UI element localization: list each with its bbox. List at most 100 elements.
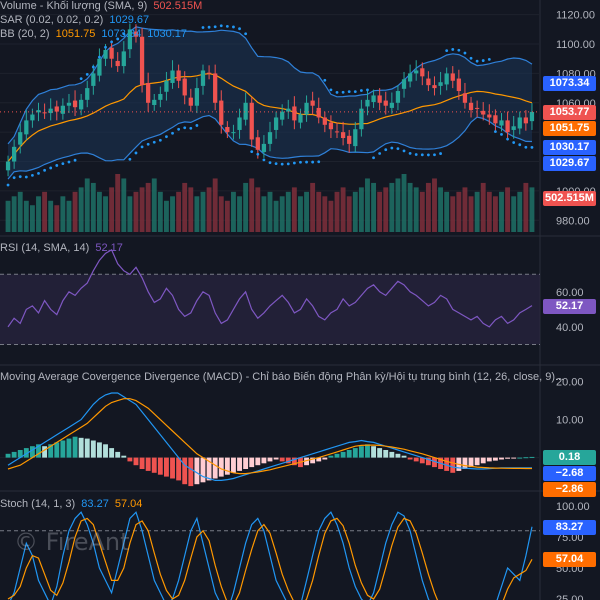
- volume-bar: [66, 200, 72, 232]
- sar-dot: [183, 126, 187, 130]
- bollinger-basis-line: [7, 72, 533, 162]
- candle-body: [468, 102, 474, 111]
- macd-histogram-bar: [395, 453, 401, 458]
- sar-dot: [98, 55, 101, 59]
- stoch-k-line: [9, 511, 533, 600]
- candle-body: [243, 102, 248, 120]
- candle-body: [48, 108, 53, 114]
- macd-histogram-bar: [115, 451, 121, 458]
- sar-dot: [85, 72, 89, 76]
- sar-dot: [353, 90, 357, 94]
- macd-histogram-bar: [182, 457, 188, 485]
- candle-body: [219, 100, 224, 125]
- sar-dot: [79, 77, 83, 81]
- macd-histogram-bar: [249, 457, 255, 468]
- volume-bar: [231, 191, 236, 232]
- volume-bar: [346, 196, 352, 232]
- candle-body: [127, 29, 133, 50]
- candle-body: [115, 60, 120, 67]
- macd-histogram-bar: [72, 436, 78, 458]
- candle-body: [66, 102, 72, 106]
- sar-dot: [268, 161, 272, 165]
- sar-dot: [146, 142, 150, 146]
- stoch-legend: Stoch (14, 1, 3) 83.27 57.04: [0, 498, 145, 511]
- candle-body: [36, 110, 41, 113]
- candle-body: [255, 137, 260, 150]
- candle-body: [60, 105, 66, 114]
- sar-dot: [329, 88, 333, 92]
- macd-histogram-bar: [157, 457, 163, 475]
- sar-dot: [116, 37, 120, 41]
- candle-body: [206, 72, 212, 74]
- sar-dot: [366, 88, 369, 92]
- volume-bar: [474, 191, 480, 232]
- macd-histogram-bar: [60, 440, 66, 458]
- sar-dot: [18, 175, 22, 179]
- macd-histogram-bar: [109, 448, 115, 458]
- volume-bar: [340, 187, 346, 232]
- sar-dot: [433, 153, 436, 157]
- macd-histogram-bar: [133, 457, 139, 466]
- volume-bar: [383, 187, 389, 232]
- volume-bar: [517, 191, 523, 232]
- macd-histogram-bar: [78, 437, 84, 458]
- sar-dot: [372, 156, 375, 160]
- volume-bar: [401, 174, 407, 232]
- sar-dot: [299, 160, 302, 164]
- sar-dot: [43, 168, 46, 172]
- macd-histogram-bar: [322, 457, 328, 460]
- volume-bar: [218, 196, 224, 232]
- candle-body: [365, 99, 370, 107]
- sar-dot: [201, 26, 205, 29]
- volume-legend-value: 502.515M: [153, 0, 203, 12]
- stoch-legend-name: Stoch (14, 1, 3): [0, 498, 76, 510]
- sar-legend: SAR (0.02, 0.02, 0.2) 1029.67: [0, 14, 152, 27]
- bb-legend-upper: 1073.34: [101, 28, 142, 40]
- volume-bar: [243, 182, 249, 232]
- candle-body: [12, 146, 17, 162]
- volume-bar: [170, 196, 175, 232]
- macd-histogram-bar: [462, 457, 468, 469]
- macd-histogram-bar: [96, 442, 102, 458]
- macd-histogram-bar: [407, 457, 413, 460]
- macd-histogram-bar: [389, 451, 395, 458]
- macd-histogram-bar: [127, 457, 133, 462]
- volume-legend: Volume - Khối lượng (SMA, 9) 502.515M: [0, 0, 205, 13]
- macd-histogram-bar: [224, 457, 230, 475]
- candle-body: [298, 114, 303, 123]
- candle-body: [389, 102, 394, 108]
- sar-dot: [286, 162, 290, 166]
- sar-dot: [122, 32, 126, 36]
- sar-dot: [152, 140, 156, 144]
- macd-histogram-bar: [371, 446, 376, 458]
- volume-bar: [456, 191, 462, 232]
- macd-histogram-bar: [499, 457, 504, 460]
- candle-body: [383, 100, 388, 106]
- macd-histogram-bar: [267, 457, 273, 462]
- macd-histogram-bar: [255, 457, 261, 466]
- volume-bar: [109, 187, 115, 232]
- rsi-band-fill: [0, 274, 540, 345]
- volume-bar: [164, 200, 169, 232]
- volume-bar: [48, 200, 54, 232]
- macd-histogram-bar: [42, 446, 48, 458]
- candle-body: [474, 107, 480, 109]
- sar-dot: [311, 160, 315, 164]
- price-badge: 1073.34: [543, 76, 596, 92]
- candle-body: [347, 135, 352, 144]
- price-axis-tick: 1120.00: [556, 10, 595, 22]
- sar-dot: [158, 138, 162, 142]
- sar-dot: [305, 160, 308, 164]
- macd-histogram-bar: [188, 457, 194, 487]
- price-badge: 1053.77: [543, 104, 596, 120]
- volume-bar: [529, 187, 535, 232]
- macd-histogram-bar: [17, 450, 23, 458]
- volume-bar: [291, 187, 297, 232]
- volume-bar: [267, 191, 273, 232]
- sar-dot: [49, 166, 53, 170]
- volume-bar: [419, 191, 425, 232]
- price-badge: 1030.17: [543, 139, 596, 155]
- volume-bar: [157, 191, 163, 232]
- volume-bar: [450, 196, 456, 232]
